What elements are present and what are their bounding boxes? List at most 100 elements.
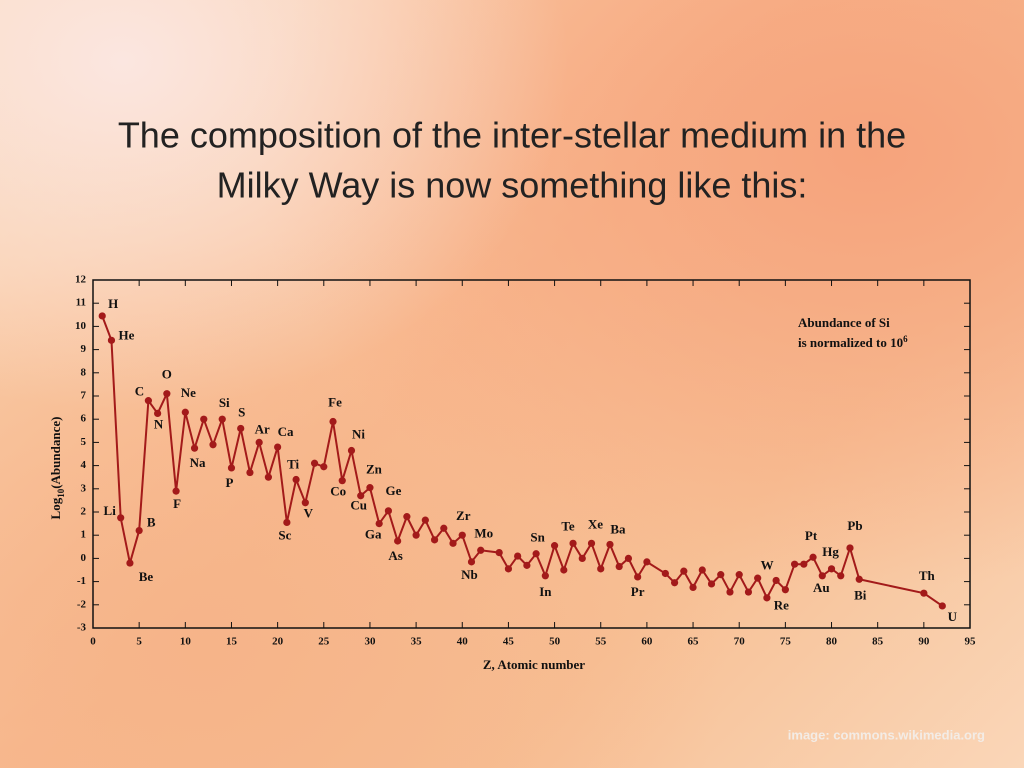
- annotation: Abundance of Si: [798, 315, 890, 330]
- data-point: [430, 536, 439, 544]
- data-point: [615, 562, 623, 571]
- data-point: [624, 554, 633, 563]
- data-point: [634, 573, 642, 581]
- data-point: [274, 443, 282, 451]
- element-label: B: [147, 515, 156, 530]
- data-point: [237, 424, 245, 433]
- data-point: [467, 558, 476, 566]
- y-tick-label: 12: [75, 274, 87, 286]
- y-tick-label: -1: [77, 575, 86, 587]
- data-point: [255, 438, 263, 446]
- annotation-sup: 6: [903, 334, 908, 344]
- x-tick-label: 85: [872, 636, 884, 648]
- y-tick-label: 10: [75, 320, 87, 332]
- element-label: U: [948, 609, 958, 624]
- element-label: C: [135, 384, 144, 399]
- element-label: O: [162, 367, 172, 382]
- element-label: Au: [813, 580, 830, 595]
- x-tick-label: 5: [136, 636, 142, 648]
- y-tick-label: 1: [81, 529, 87, 541]
- data-point: [707, 580, 716, 588]
- data-point: [163, 390, 171, 398]
- data-point: [320, 463, 328, 471]
- x-tick-label: 90: [918, 636, 930, 648]
- y-axis-label-part: Log: [48, 497, 63, 519]
- data-point: [412, 531, 420, 539]
- element-label: Ti: [287, 457, 299, 472]
- data-point: [440, 524, 448, 532]
- element-label: P: [225, 475, 233, 490]
- y-tick-label: 8: [81, 366, 87, 378]
- element-label: W: [761, 557, 774, 572]
- element-label: Ba: [610, 521, 626, 536]
- element-label: Sn: [530, 530, 545, 545]
- element-label: Zn: [366, 462, 383, 477]
- data-line: [101, 315, 943, 607]
- element-label: Th: [919, 568, 936, 583]
- data-point: [597, 565, 605, 573]
- x-tick-label: 55: [595, 636, 607, 648]
- element-label: Nb: [461, 567, 478, 582]
- data-point: [846, 544, 854, 552]
- data-point: [366, 484, 374, 492]
- data-point: [689, 583, 697, 592]
- x-tick-label: 0: [90, 636, 96, 648]
- data-point: [384, 507, 393, 515]
- y-tick-label: 6: [81, 413, 87, 425]
- data-point: [781, 586, 789, 594]
- data-point: [394, 537, 402, 545]
- element-label: Li: [104, 503, 117, 518]
- data-point: [200, 415, 208, 423]
- data-point: [107, 336, 116, 344]
- data-point: [541, 572, 549, 580]
- data-point: [347, 446, 356, 455]
- y-tick-label: 11: [76, 297, 86, 309]
- y-tick-label: -2: [77, 598, 87, 610]
- x-tick-label: 40: [457, 636, 469, 648]
- element-label: Ca: [278, 424, 294, 439]
- element-label: Be: [139, 569, 154, 584]
- element-label: Ni: [352, 427, 365, 442]
- data-point: [292, 475, 300, 484]
- x-tick-label: 80: [826, 636, 838, 648]
- element-label: Sc: [278, 527, 291, 542]
- x-tick-label: 75: [780, 636, 792, 648]
- x-tick-label: 30: [364, 636, 376, 648]
- element-label: As: [388, 548, 402, 563]
- element-label: Co: [330, 484, 346, 499]
- data-point: [514, 552, 522, 560]
- data-point: [587, 539, 596, 547]
- data-point: [800, 560, 808, 568]
- x-tick-label: 65: [688, 636, 700, 648]
- data-point: [458, 531, 466, 539]
- data-point: [135, 526, 143, 535]
- y-tick-label: 9: [81, 343, 87, 355]
- element-label: Te: [561, 518, 574, 533]
- element-label: Cu: [350, 498, 367, 513]
- data-point: [920, 589, 928, 597]
- element-label: Ne: [181, 385, 196, 400]
- y-tick-label: 5: [81, 436, 87, 448]
- data-point: [698, 566, 706, 574]
- x-tick-label: 95: [965, 636, 977, 648]
- element-label: Pr: [631, 584, 645, 599]
- y-tick-label: 7: [81, 390, 87, 402]
- x-tick-label: 35: [411, 636, 423, 648]
- data-point: [661, 569, 669, 578]
- data-point: [532, 550, 540, 558]
- element-label: Xe: [588, 516, 603, 531]
- data-point: [144, 397, 152, 405]
- data-point: [283, 518, 291, 527]
- element-label: Fe: [328, 395, 342, 410]
- element-label: Re: [774, 598, 789, 613]
- data-point: [181, 408, 189, 416]
- data-point: [264, 473, 272, 481]
- slide-title-line: The composition of the inter-stellar med…: [118, 115, 906, 156]
- element-label: Ar: [255, 421, 270, 436]
- data-point: [495, 549, 503, 557]
- element-label: Ga: [365, 527, 382, 542]
- element-label: Ge: [385, 483, 401, 498]
- data-point: [421, 516, 429, 524]
- x-tick-label: 10: [180, 636, 192, 648]
